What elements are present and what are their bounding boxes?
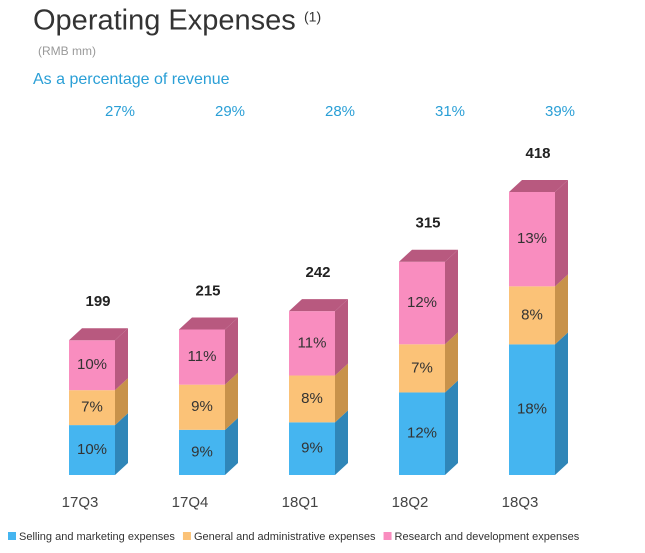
legend-label: Research and development expenses (395, 531, 580, 543)
bar-side (445, 332, 458, 393)
x-tick-label: 18Q2 (392, 494, 429, 511)
x-tick-label: 17Q4 (172, 494, 209, 511)
bar-segment (399, 344, 445, 393)
bar-side (335, 299, 348, 376)
bar-side (335, 363, 348, 423)
bar-segment (509, 192, 555, 287)
segment-label: 10% (77, 441, 107, 458)
bar-segment (509, 286, 555, 345)
segment-label: 9% (301, 440, 323, 457)
bar-segment (399, 261, 445, 345)
bar-segment (179, 384, 225, 430)
subtitle: (RMB mm) (38, 44, 96, 58)
total-label: 418 (525, 145, 550, 162)
bar-top (179, 317, 238, 330)
x-tick-label: 18Q1 (282, 494, 319, 511)
segment-label: 11% (298, 334, 327, 351)
bar-segment (69, 425, 115, 475)
bar-top (509, 180, 568, 192)
bar-top (289, 299, 348, 312)
bar-side (555, 332, 568, 475)
bar-side (115, 328, 128, 391)
segment-label: 18% (517, 401, 547, 418)
legend-swatch (8, 532, 16, 540)
segment-label: 10% (77, 356, 107, 373)
total-label: 315 (415, 215, 440, 232)
bar-segment (509, 344, 555, 475)
segment-label: 8% (521, 306, 543, 323)
bar-segment (399, 392, 445, 475)
segment-label: 7% (411, 359, 433, 376)
revenue-pct: 39% (545, 103, 575, 120)
bar-top (69, 328, 128, 341)
total-label: 242 (305, 264, 330, 281)
title-note: (1) (304, 9, 321, 25)
annotation: As a percentage of revenue (33, 71, 230, 88)
total-label: 199 (85, 293, 110, 310)
bar-side (555, 274, 568, 345)
bar-side (335, 410, 348, 475)
bar-segment (179, 429, 225, 475)
segment-label: 12% (407, 294, 437, 311)
bar-side (115, 378, 128, 426)
bar-segment (289, 375, 335, 423)
segment-label: 11% (188, 348, 217, 365)
bar-side (225, 417, 238, 475)
legend-label: General and administrative expenses (194, 531, 376, 543)
bar-segment (69, 390, 115, 426)
revenue-pct: 27% (105, 103, 135, 120)
total-label: 215 (195, 282, 220, 299)
chart-title: Operating Expenses (33, 5, 296, 37)
bar-segment (69, 340, 115, 391)
segment-label: 13% (517, 230, 547, 247)
bar-side (445, 249, 458, 345)
x-tick-label: 17Q3 (62, 494, 99, 511)
bar-side (445, 380, 458, 475)
segment-label: 9% (191, 443, 213, 460)
legend-swatch (383, 532, 392, 540)
bar-segment (289, 311, 335, 376)
segment-label: 12% (407, 425, 437, 442)
bar-side (555, 180, 568, 287)
legend-label: Selling and marketing expenses (19, 531, 175, 543)
bar-side (225, 317, 238, 385)
x-tick-label: 18Q3 (502, 494, 539, 511)
revenue-pct: 29% (215, 103, 245, 120)
bar-segment (289, 422, 335, 475)
bar-side (225, 372, 238, 430)
legend-swatch (182, 532, 191, 540)
revenue-pct: 28% (325, 103, 355, 120)
revenue-pct: 31% (435, 103, 465, 120)
bar-side (115, 413, 128, 475)
segment-label: 9% (191, 398, 213, 415)
bar-top (399, 249, 458, 262)
segment-label: 7% (81, 399, 103, 416)
segment-label: 8% (301, 390, 323, 407)
bar-segment (179, 329, 225, 385)
